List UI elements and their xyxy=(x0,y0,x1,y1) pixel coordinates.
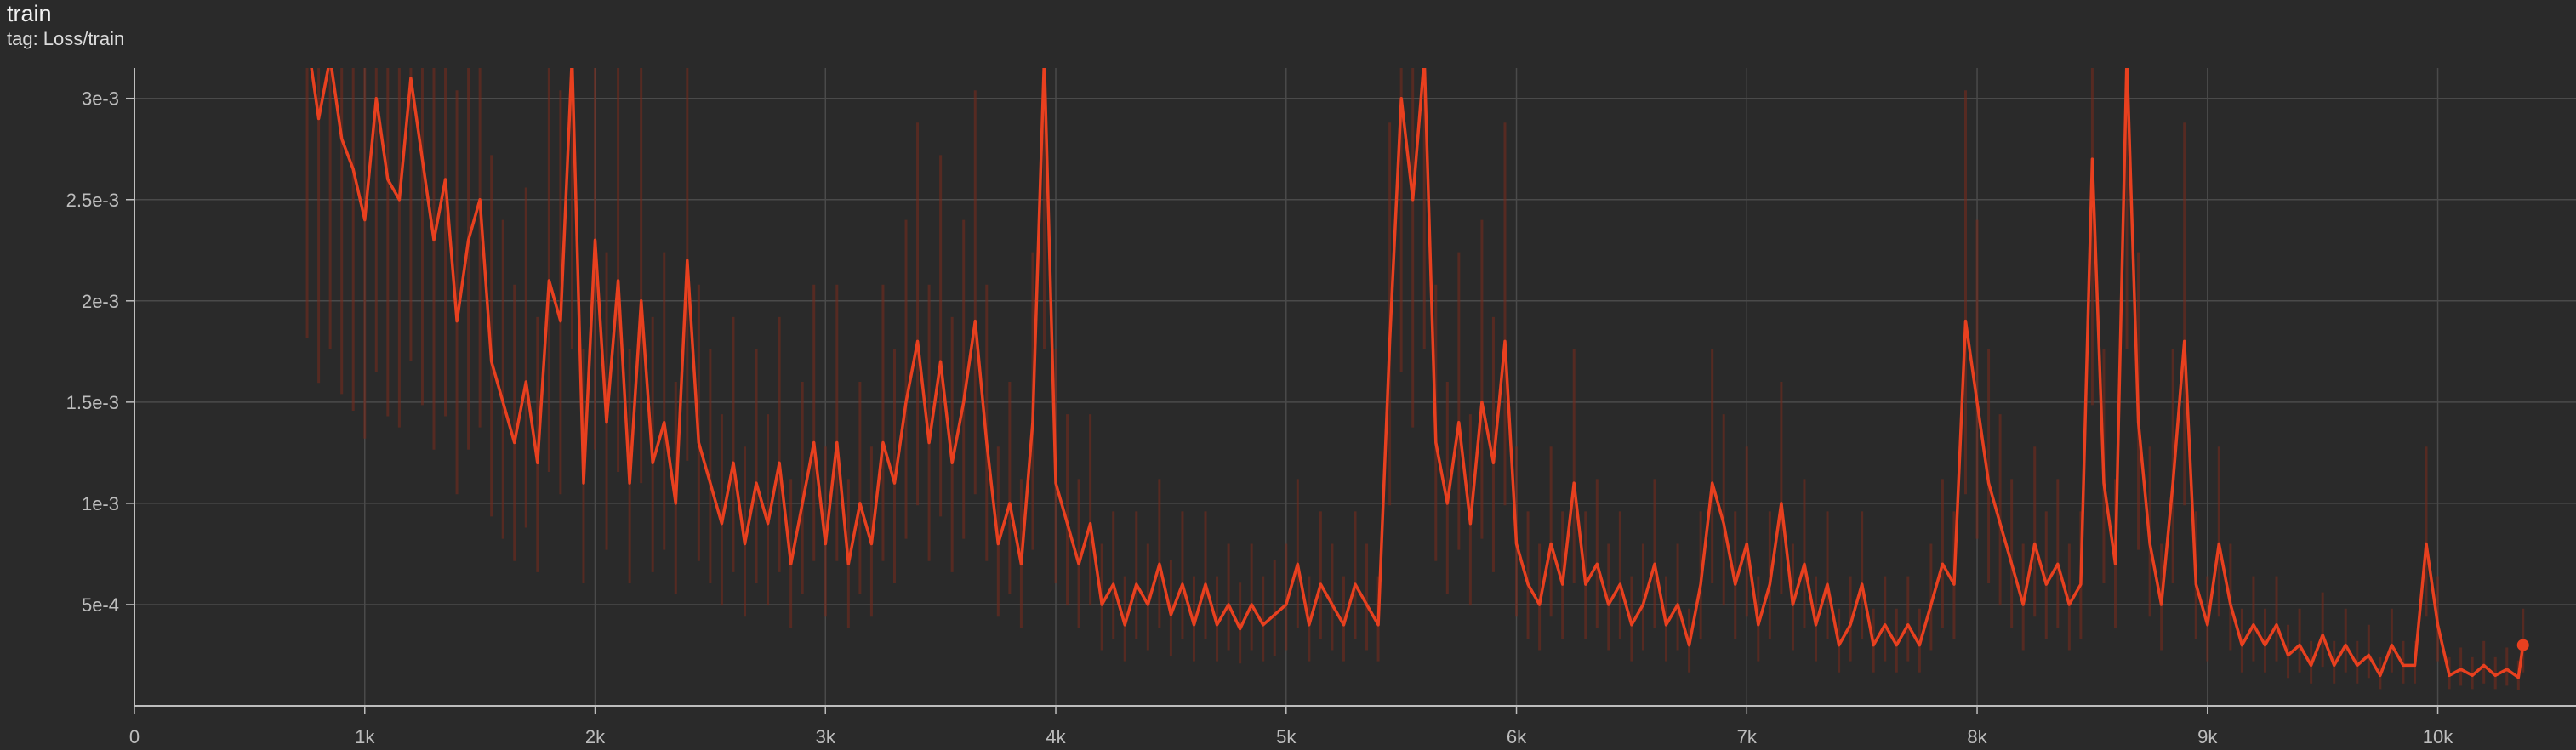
x-tick-label: 0 xyxy=(129,726,140,747)
x-tick-label: 3k xyxy=(816,726,836,747)
x-tick-label: 2k xyxy=(585,726,606,747)
x-tick-label: 9k xyxy=(2197,726,2218,747)
x-tick-label: 7k xyxy=(1737,726,1758,747)
y-tick-label: 1e-3 xyxy=(82,493,119,514)
y-tick-label: 5e-4 xyxy=(82,594,119,616)
y-tick-label: 2e-3 xyxy=(82,291,119,312)
axes: 0 1k 2k 3k 4k 5k 6k 7k 8k 9k 10k 5e-4 1e-3 1.5e-3 2e-3… xyxy=(66,68,2576,747)
x-tick-label: 10k xyxy=(2423,726,2453,747)
x-tick-label: 4k xyxy=(1046,726,1066,747)
last-point-marker[interactable] xyxy=(2516,639,2529,651)
card-header: train tag: Loss/train xyxy=(7,0,124,51)
x-tick-label: 1k xyxy=(355,726,375,747)
x-tick-label: 6k xyxy=(1507,726,1527,747)
card-title: train xyxy=(7,1,52,26)
x-tick-label: 8k xyxy=(1967,726,1987,747)
card-tag: tag: Loss/train xyxy=(7,28,125,49)
smoothed-series xyxy=(310,68,2525,679)
y-tick-label: 1.5e-3 xyxy=(66,392,119,413)
series-line xyxy=(310,68,2525,679)
y-tick-label: 2.5e-3 xyxy=(66,190,119,211)
x-tick-label: 5k xyxy=(1276,726,1297,747)
y-tick-label: 3e-3 xyxy=(82,88,119,110)
